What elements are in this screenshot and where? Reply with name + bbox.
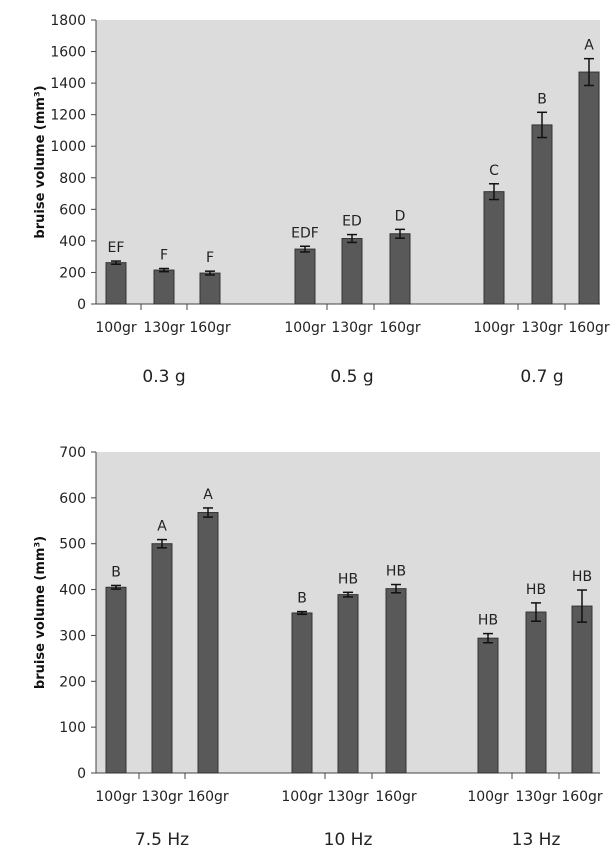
significance-letter: C xyxy=(489,163,499,179)
y-tick-label: 200 xyxy=(59,674,86,690)
x-tick-label: 160gr xyxy=(379,320,421,336)
y-tick-label: 1800 xyxy=(50,13,86,29)
bar xyxy=(341,238,363,305)
significance-letter: A xyxy=(157,519,167,535)
group-label: 0.3 g xyxy=(142,367,185,387)
y-axis-title: bruise volume (mm³) xyxy=(33,536,48,689)
y-tick-label: 0 xyxy=(77,766,86,782)
bar xyxy=(294,248,316,305)
x-tick-label: 160gr xyxy=(187,789,229,805)
group-label: 10 Hz xyxy=(324,830,373,850)
y-tick-label: 1600 xyxy=(50,45,86,61)
y-tick-label: 1400 xyxy=(50,76,86,92)
significance-letter: B xyxy=(111,564,121,580)
significance-letter: HB xyxy=(338,571,358,587)
significance-letter: HB xyxy=(572,569,592,585)
bar xyxy=(153,269,175,305)
bar xyxy=(477,637,499,774)
x-tick-label: 100gr xyxy=(473,320,515,336)
bar xyxy=(291,612,313,774)
bar xyxy=(389,233,411,305)
y-axis-title: bruise volume (mm³) xyxy=(33,85,48,238)
x-tick-label: 100gr xyxy=(281,789,323,805)
group-label: 0.7 g xyxy=(520,367,563,387)
y-tick-label: 400 xyxy=(59,234,86,250)
bar xyxy=(337,594,359,774)
bar xyxy=(199,272,221,305)
group-label: 13 Hz xyxy=(512,830,561,850)
significance-letter: F xyxy=(206,250,214,266)
x-tick-label: 130gr xyxy=(331,320,373,336)
bar xyxy=(385,588,407,774)
group-label: 7.5 Hz xyxy=(135,830,189,850)
bar xyxy=(151,543,173,774)
significance-letter: EDF xyxy=(291,225,319,241)
y-tick-label: 0 xyxy=(77,297,86,313)
significance-letter: F xyxy=(160,248,168,264)
y-tick-label: 1200 xyxy=(50,108,86,124)
x-tick-label: 100gr xyxy=(95,789,137,805)
y-tick-label: 400 xyxy=(59,583,86,599)
bar xyxy=(105,586,127,774)
bar xyxy=(105,262,127,305)
x-tick-label: 100gr xyxy=(284,320,326,336)
significance-letter: ED xyxy=(342,214,362,230)
bar-chart-frequency: 0 100 200 300 400 500 600 700 bruise volume (mm³… xyxy=(33,445,603,850)
bar xyxy=(525,611,547,774)
x-tick-label: 160gr xyxy=(189,320,231,336)
x-tick-label: 130gr xyxy=(515,789,557,805)
bar xyxy=(197,512,219,774)
significance-letter: EF xyxy=(108,240,125,256)
y-tick-label: 600 xyxy=(59,491,86,507)
bar xyxy=(531,124,553,305)
y-tick-label: 800 xyxy=(59,171,86,187)
y-tick-label: 100 xyxy=(59,720,86,736)
x-tick-label: 160gr xyxy=(375,789,417,805)
x-tick-label: 130gr xyxy=(327,789,369,805)
significance-letter: B xyxy=(297,591,307,607)
significance-letter: A xyxy=(203,487,213,503)
y-tick-label: 600 xyxy=(59,202,86,218)
significance-letter: A xyxy=(584,38,594,54)
y-tick-label: 200 xyxy=(59,265,86,281)
significance-letter: HB xyxy=(478,613,498,629)
group-label: 0.5 g xyxy=(330,367,373,387)
x-tick-label: 160gr xyxy=(568,320,610,336)
y-tick-label: 1000 xyxy=(50,139,86,155)
x-tick-label: 100gr xyxy=(95,320,137,336)
bar xyxy=(483,191,505,305)
significance-letter: B xyxy=(537,91,547,107)
y-tick-label: 500 xyxy=(59,537,86,553)
x-tick-label: 130gr xyxy=(143,320,185,336)
y-tick-label: 700 xyxy=(59,445,86,461)
x-tick-label: 160gr xyxy=(561,789,603,805)
bar xyxy=(578,71,600,305)
y-tick-label: 300 xyxy=(59,628,86,644)
significance-letter: D xyxy=(395,208,406,224)
x-tick-label: 130gr xyxy=(521,320,563,336)
x-tick-label: 100gr xyxy=(467,789,509,805)
significance-letter: HB xyxy=(526,582,546,598)
significance-letter: HB xyxy=(386,564,406,580)
x-tick-label: 130gr xyxy=(141,789,183,805)
bar-chart-amplitude: 0 200 400 600 800 1000 1200 1400 1600 1800 bruise … xyxy=(33,13,610,387)
bar xyxy=(571,605,593,774)
